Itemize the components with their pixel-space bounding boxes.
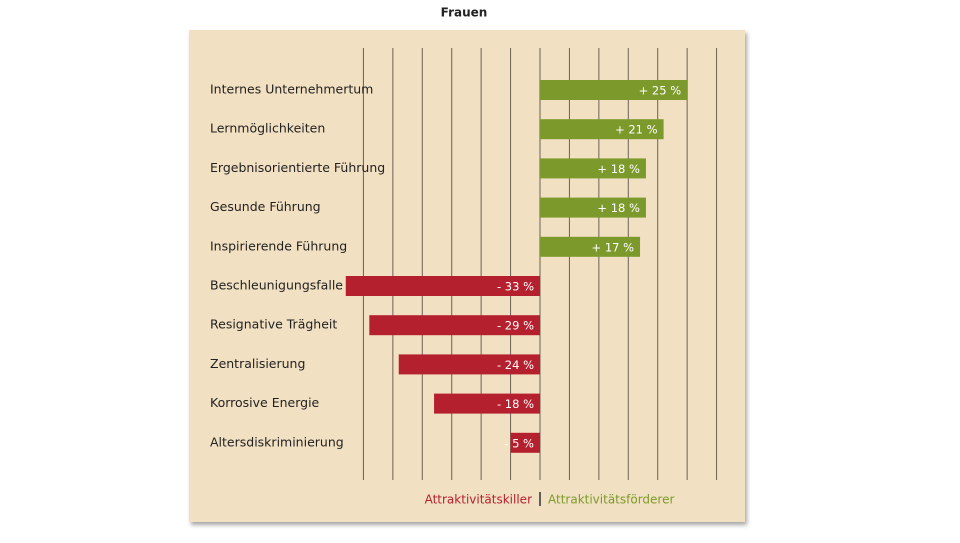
bar [369, 315, 540, 336]
value-label: + 21 % [615, 123, 658, 137]
category-label: Lernmöglichkeiten [210, 121, 325, 136]
value-label: + 18 % [597, 162, 640, 176]
bar [540, 80, 688, 100]
bar [345, 276, 540, 296]
category-label: Korrosive Energie [210, 395, 320, 410]
bar [398, 354, 540, 375]
category-label: Altersdiskriminierung [210, 434, 344, 449]
category-label: Zentralisierung [210, 356, 305, 371]
bar [510, 432, 540, 453]
chart-title: Frauen [441, 6, 488, 20]
value-label: + 18 % [597, 201, 640, 215]
bar [540, 158, 646, 179]
value-label: - 5 % [504, 436, 534, 450]
value-label: - 33 % [497, 280, 534, 294]
bar [540, 197, 646, 218]
category-label: Gesunde Führung [210, 199, 321, 214]
bar [540, 236, 641, 257]
bar [434, 393, 540, 414]
category-label: Resignative Trägheit [210, 317, 337, 332]
category-label: Inspirierende Führung [210, 238, 347, 253]
value-label: + 25 % [639, 84, 682, 98]
bar [540, 119, 664, 140]
value-label: - 29 % [497, 319, 534, 333]
legend-entry: Attraktivitätskiller [425, 493, 532, 507]
value-label: - 24 % [497, 358, 534, 372]
legend-entry: Attraktivitätsförderer [548, 493, 674, 507]
category-label: Beschleunigungsfalle [210, 278, 343, 293]
category-label: Internes Unternehmertum [210, 82, 373, 97]
value-label: + 17 % [592, 240, 635, 254]
category-label: Ergebnisorientierte Führung [210, 160, 385, 175]
value-label: - 18 % [497, 397, 534, 411]
